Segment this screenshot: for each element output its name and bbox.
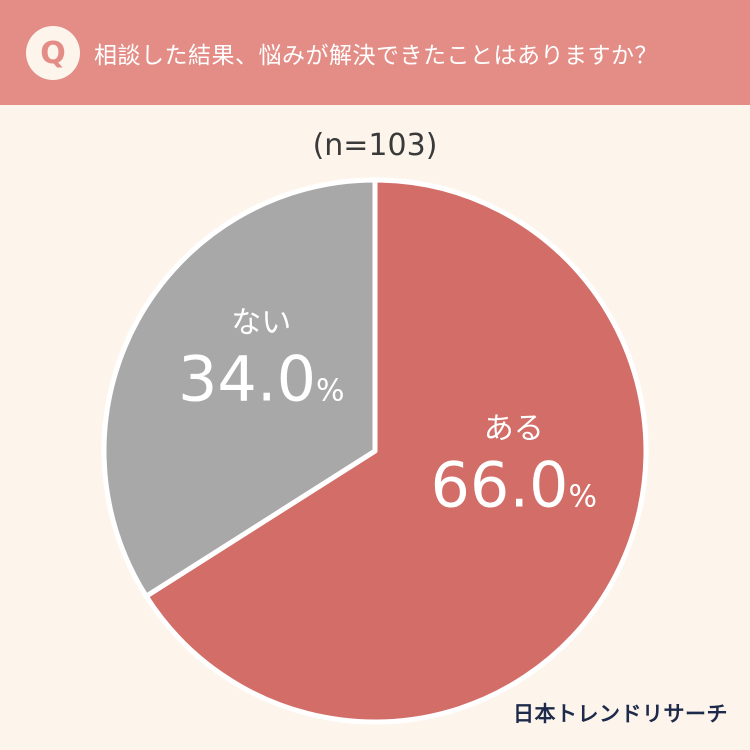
q-badge: Q bbox=[26, 26, 80, 80]
slice-label-0: ある bbox=[484, 411, 544, 446]
pie-slice-0 bbox=[143, 177, 649, 725]
slice-value-1: 34.0% bbox=[178, 343, 345, 416]
slice-label-1: ない bbox=[231, 306, 291, 341]
sample-size: (n=103) bbox=[312, 128, 438, 163]
question-text: 相談した結果、悩みが解決できたことはありますか？ bbox=[94, 42, 658, 69]
pie-slice-1 bbox=[101, 177, 378, 599]
slice-value-0: 66.0% bbox=[430, 448, 597, 521]
question-header: Q 相談した結果、悩みが解決できたことはありますか？ bbox=[0, 0, 750, 105]
brand-logo: 日本トレンドリサーチ bbox=[513, 702, 728, 726]
